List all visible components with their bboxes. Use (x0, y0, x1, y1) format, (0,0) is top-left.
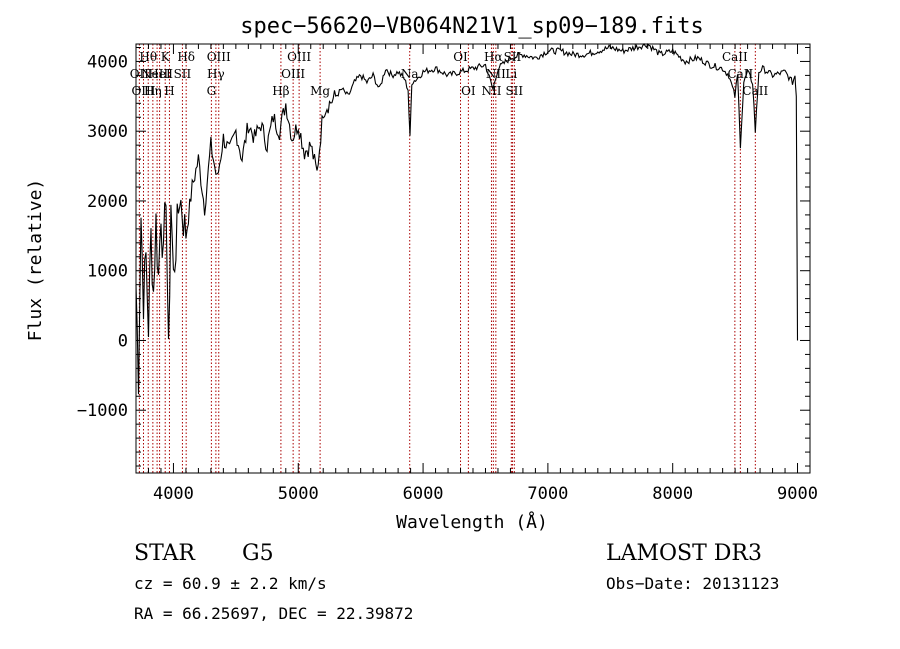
y-axis-ticks: −1000 0 1000 2000 3000 4000 (77, 46, 810, 467)
line-marker-label: OIII (281, 67, 305, 81)
coordinates: RA = 66.25697, DEC = 22.39872 (134, 604, 413, 623)
line-marker-label: Mg (310, 84, 330, 98)
line-marker-label: Hγ (207, 67, 225, 81)
line-marker-label: CaII (742, 84, 768, 98)
line-marker-label: Hθ (139, 50, 157, 64)
y-axis-label: Flux (relative) (25, 179, 46, 342)
x-tick-label: 6000 (403, 484, 444, 504)
line-marker-label: OIII (287, 50, 311, 64)
line-marker-label: K (161, 50, 171, 64)
y-tick-label: −1000 (77, 401, 128, 421)
spectrum-line (135, 42, 799, 395)
line-marker-label: OI (453, 50, 468, 64)
plot-frame (135, 43, 811, 474)
line-marker-label: Na (401, 67, 419, 81)
line-marker-label: Li (505, 67, 517, 81)
line-marker-labels: OIIOIIIHθHηNeIIIHeIKHSIIHδGHγOIIIHβOIIIO… (130, 50, 769, 98)
y-tick-label: 4000 (87, 52, 128, 72)
line-marker-label: H (164, 84, 174, 98)
x-tick-label: 8000 (652, 484, 693, 504)
line-marker-label: OII (130, 67, 150, 81)
line-marker-label: NII (486, 67, 506, 81)
line-markers (138, 44, 756, 473)
survey-name: LAMOST DR3 (606, 541, 762, 566)
x-tick-label: 5000 (278, 484, 319, 504)
x-tick-label: 7000 (527, 484, 568, 504)
x-axis-ticks: 4000 5000 6000 7000 8000 9000 (147, 44, 818, 504)
line-marker-label: NeIII (141, 67, 173, 81)
x-tick-label: 9000 (777, 484, 818, 504)
line-marker-label: SII (174, 67, 192, 81)
line-marker-label: G (207, 84, 217, 98)
redshift-cz: cz = 60.9 ± 2.2 km/s (134, 574, 327, 593)
subclass: G5 (242, 541, 274, 566)
x-tick-label: 4000 (153, 484, 194, 504)
line-marker-label: OIII (207, 50, 231, 64)
x-axis-label: Wavelength (Å) (396, 511, 548, 533)
y-tick-label: 0 (118, 331, 128, 351)
object-type: STAR (134, 541, 196, 566)
y-tick-label: 3000 (87, 122, 128, 142)
line-marker-label: Hβ (272, 84, 289, 98)
line-marker-label: CaII (722, 50, 748, 64)
y-tick-label: 1000 (87, 262, 128, 282)
line-marker-label: NII (481, 84, 501, 98)
line-marker-label: Hη (144, 84, 162, 98)
line-marker-label: Hδ (177, 50, 195, 64)
y-tick-label: 2000 (87, 192, 128, 212)
line-marker-label: OIII (131, 84, 155, 98)
line-marker-label: Hα (484, 50, 503, 64)
line-marker-label: SII (505, 84, 523, 98)
line-marker-label: HeI (148, 67, 171, 81)
obs-date: Obs−Date: 20131123 (606, 574, 779, 593)
line-marker-label: SII (504, 50, 522, 64)
line-marker-label: OI (461, 84, 476, 98)
chart-title: spec−56620−VB064N21V1_sp09−189.fits (240, 14, 704, 39)
